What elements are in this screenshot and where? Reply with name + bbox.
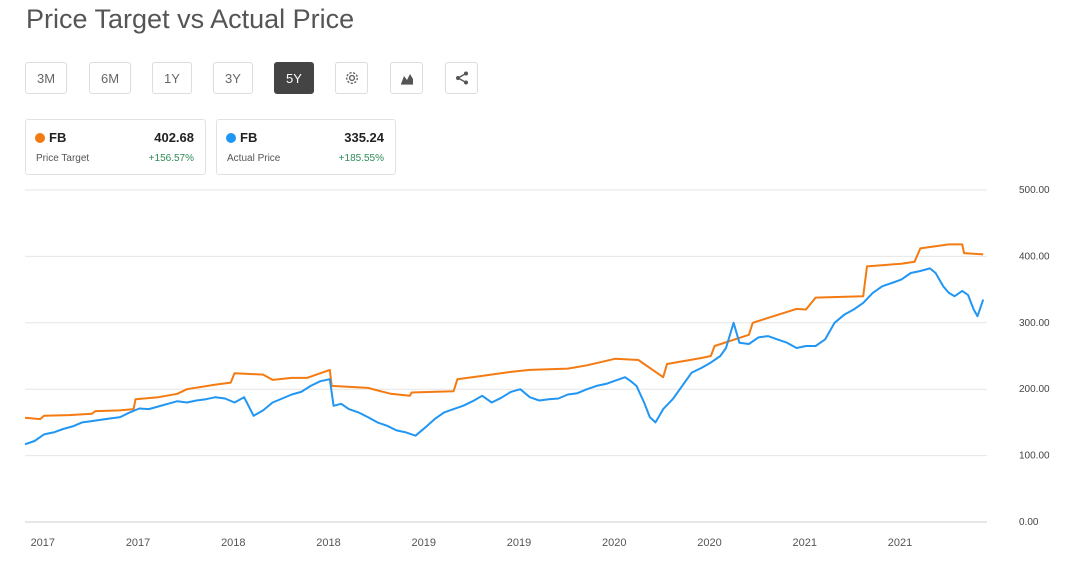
x-tick-label: 2018 <box>316 537 340 549</box>
series-color-dot <box>226 133 236 143</box>
chart-type-button[interactable] <box>390 62 423 94</box>
x-tick-label: 2017 <box>31 537 55 549</box>
page-title: Price Target vs Actual Price <box>26 4 355 34</box>
x-tick-label: 2021 <box>888 537 912 549</box>
actual-price-line <box>24 267 985 446</box>
x-tick-label: 2021 <box>793 537 817 549</box>
range-5y-button[interactable]: 5Y <box>274 62 314 94</box>
share-icon <box>455 71 468 85</box>
y-tick-label: 400.00 <box>1019 251 1050 262</box>
x-tick-label: 2020 <box>697 537 721 549</box>
legend-value: 335.24 <box>344 130 384 145</box>
x-tick-label: 2019 <box>412 537 436 549</box>
legend-series-label: Actual Price <box>227 153 281 164</box>
y-tick-label: 300.00 <box>1019 318 1050 329</box>
gear-icon <box>345 71 358 85</box>
x-tick-label: 2018 <box>221 537 245 549</box>
chart-type-icon <box>400 74 413 85</box>
x-tick-label: 2020 <box>602 537 626 549</box>
y-tick-label: 0.00 <box>1019 517 1039 528</box>
share-button[interactable] <box>445 62 478 94</box>
settings-button[interactable] <box>335 62 368 94</box>
series-color-dot <box>35 133 45 143</box>
legend-value: 402.68 <box>154 130 194 145</box>
range-3y-button[interactable]: 3Y <box>213 62 253 94</box>
legend-ticker: FB <box>240 130 258 145</box>
legend-series-label: Price Target <box>36 153 90 164</box>
legend-card-actual-price[interactable]: FB 335.24 Actual Price +185.55% <box>216 119 396 175</box>
legend-card-price-target[interactable]: FB 402.68 Price Target +156.57% <box>25 119 206 175</box>
x-tick-label: 2017 <box>126 537 150 549</box>
x-tick-label: 2019 <box>507 537 531 549</box>
range-6m-button[interactable]: 6M <box>89 62 131 94</box>
range-1y-button[interactable]: 1Y <box>152 62 192 94</box>
legend-change: +185.55% <box>338 153 384 164</box>
price-target-line <box>24 243 984 421</box>
y-tick-label: 500.00 <box>1019 185 1050 196</box>
y-tick-label: 100.00 <box>1019 451 1050 462</box>
legend-ticker: FB <box>49 130 67 145</box>
range-3m-button[interactable]: 3M <box>25 62 67 94</box>
y-tick-label: 200.00 <box>1019 384 1050 395</box>
legend-change: +156.57% <box>148 153 194 164</box>
